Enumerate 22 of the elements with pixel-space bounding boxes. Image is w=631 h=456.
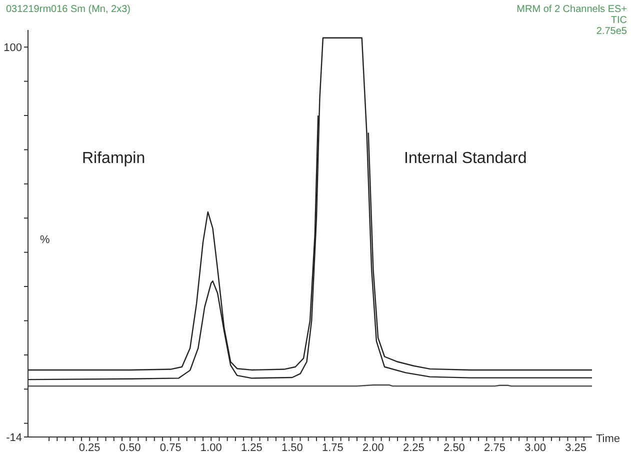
chart-subtitle: MRM of 2 Channels ES+ TIC 2.75e5 <box>516 4 627 37</box>
x-tick-label: 2.50 <box>444 442 465 454</box>
x-tick-label: 3.00 <box>524 442 546 454</box>
x-tick-label: 0.50 <box>119 442 141 454</box>
line-series <box>28 37 592 380</box>
x-tick-label: 1.75 <box>322 442 344 454</box>
x-tick-label: 0.25 <box>78 442 100 454</box>
x-tick-label: 1.00 <box>200 442 222 454</box>
annotation: Internal Standard <box>404 150 527 168</box>
x-tick-label: 2.00 <box>362 442 384 454</box>
x-tick-label: 3.25 <box>565 442 587 454</box>
chart-title: 031219rm016 Sm (Mn, 2x3) <box>6 4 131 15</box>
y-axis-title: % <box>40 234 50 246</box>
x-tick-label: 1.25 <box>240 442 262 454</box>
x-tick-label: 2.75 <box>484 442 506 454</box>
annotation: Rifampin <box>82 150 146 168</box>
x-tick-label: 0.75 <box>160 442 182 454</box>
y-tick-label: -14 <box>6 432 22 444</box>
x-tick-label: 1.50 <box>281 442 303 454</box>
y-tick-label: 100 <box>4 42 22 54</box>
x-tick-label: 2.25 <box>403 442 424 454</box>
x-axis-title: Time <box>596 433 620 445</box>
